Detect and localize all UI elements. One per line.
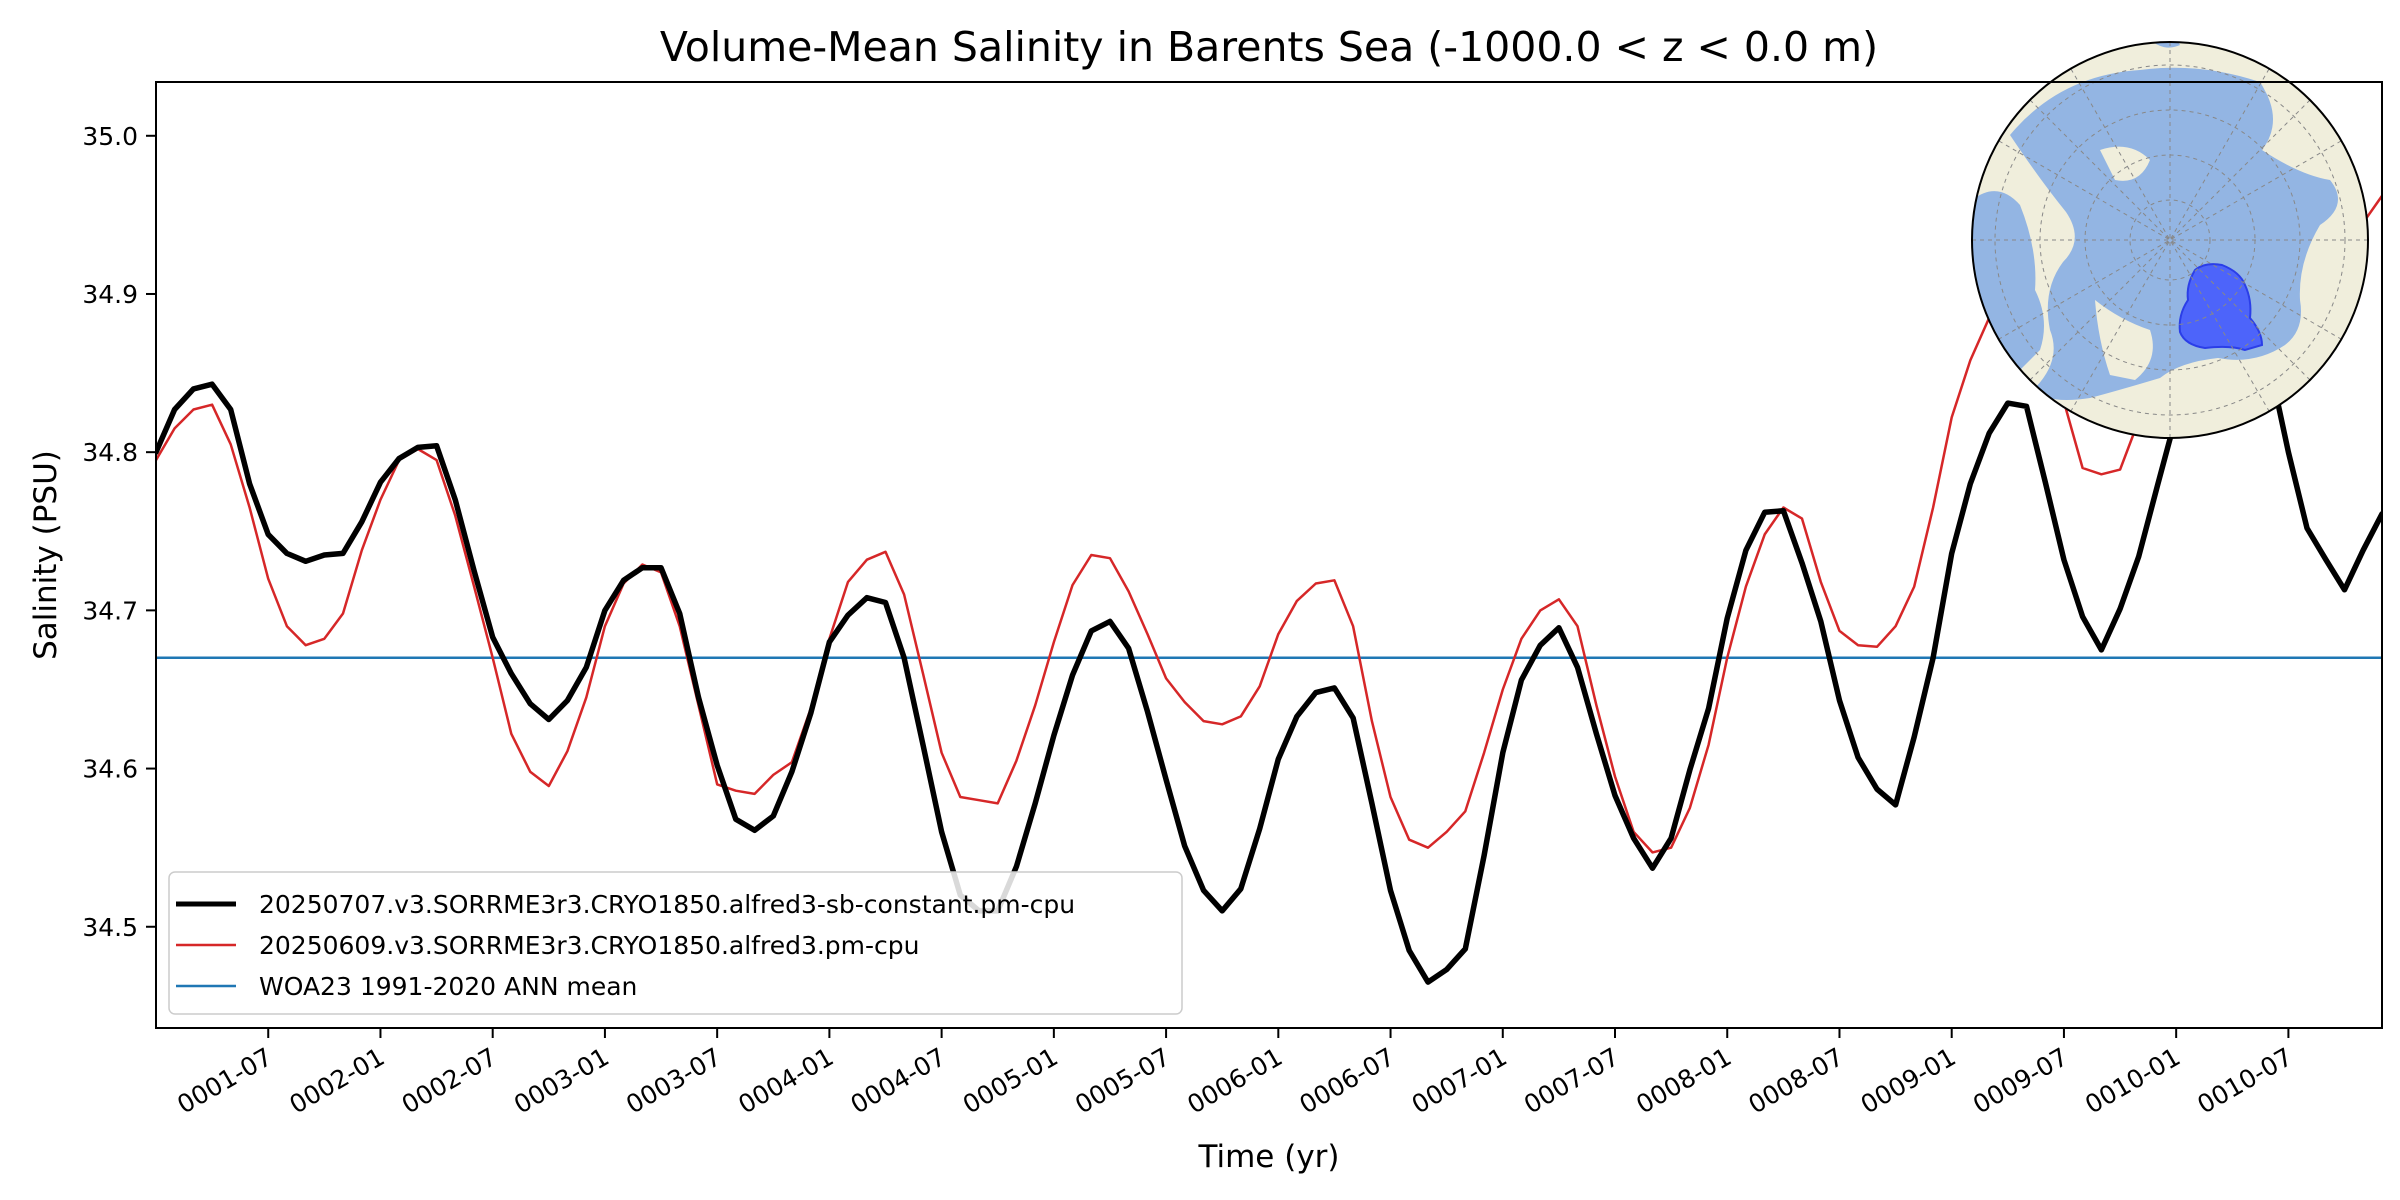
x-tick-label: 0002-01	[284, 1042, 389, 1119]
legend-entry-0: 20250707.v3.SORRME3r3.CRYO1850.alfred3-s…	[259, 890, 1075, 919]
x-tick-label: 0004-07	[846, 1042, 951, 1119]
legend: 20250707.v3.SORRME3r3.CRYO1850.alfred3-s…	[168, 871, 1183, 1015]
x-tick-label: 0007-07	[1519, 1042, 1624, 1119]
x-tick-label: 0008-01	[1631, 1042, 1736, 1119]
x-tick-label: 0006-01	[1182, 1042, 1287, 1119]
inset-graticule	[1972, 42, 2368, 438]
legend-entry-2: WOA23 1991-2020 ANN mean	[259, 972, 637, 1001]
y-tick-label: 34.6	[82, 755, 138, 784]
inset-map	[1971, 41, 2369, 439]
x-tick-label: 0009-07	[1968, 1042, 2073, 1119]
inset-ocean	[1972, 42, 2368, 438]
x-tick-label: 0002-07	[397, 1042, 502, 1119]
x-tick-label: 0007-01	[1407, 1042, 1512, 1119]
inset-border	[1971, 41, 2369, 439]
y-axis-label: Salinity (PSU)	[28, 450, 64, 660]
x-tick-label: 0009-01	[1856, 1042, 1961, 1119]
x-axis-label: Time (yr)	[1198, 1139, 1340, 1175]
y-tick-label: 34.5	[82, 913, 138, 942]
x-tick-label: 0005-07	[1070, 1042, 1175, 1119]
y-tick-label: 34.7	[82, 596, 138, 625]
x-tick-label: 0001-07	[172, 1042, 277, 1119]
legend-entry-1: 20250609.v3.SORRME3r3.CRYO1850.alfred3.p…	[259, 931, 920, 960]
x-tick-label: 0003-07	[621, 1042, 726, 1119]
series-line-alfred3-sb-constant	[156, 283, 2382, 985]
x-tick-label: 0005-01	[958, 1042, 1063, 1119]
y-axis: 34.5 34.6 34.7 34.8 34.9 35.0	[82, 122, 156, 942]
x-tick-label: 0006-07	[1295, 1042, 1400, 1119]
x-tick-label: 0010-01	[2080, 1042, 2185, 1119]
x-tick-label: 0004-01	[733, 1042, 838, 1119]
x-tick-label: 0008-07	[1744, 1042, 1849, 1119]
chart-title: Volume-Mean Salinity in Barents Sea (-10…	[660, 23, 1878, 71]
y-tick-label: 34.9	[82, 280, 138, 309]
y-tick-label: 35.0	[82, 122, 138, 151]
x-tick-label: 0010-07	[2192, 1042, 2297, 1119]
y-tick-label: 34.8	[82, 438, 138, 467]
x-tick-label: 0003-01	[509, 1042, 614, 1119]
x-axis: 0001-07 0002-01 0002-07 0003-01 0003-07 0004-…	[172, 1028, 2297, 1119]
legend-box	[168, 871, 1183, 1015]
plot-frame	[155, 81, 2383, 1029]
